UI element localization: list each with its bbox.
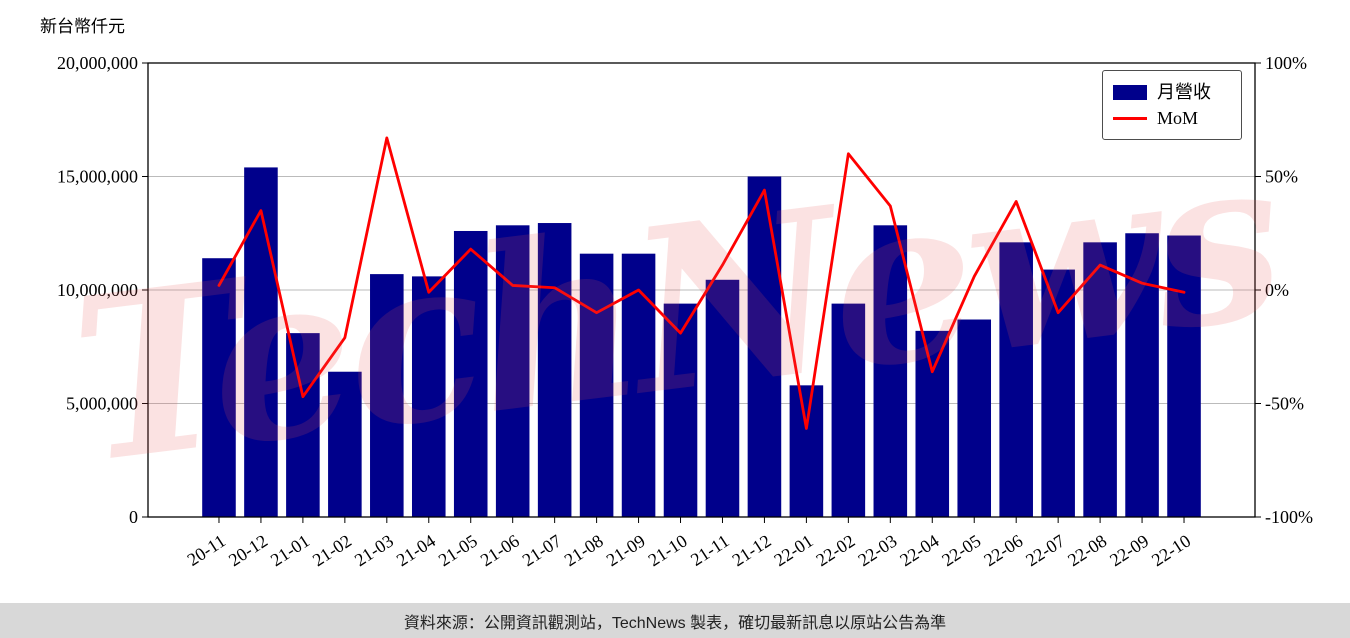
svg-text:22-01: 22-01 [770, 531, 816, 571]
revenue-bar-swatch [1113, 84, 1147, 100]
svg-text:20-12: 20-12 [225, 531, 271, 571]
svg-text:22-07: 22-07 [1022, 531, 1068, 571]
svg-text:22-04: 22-04 [896, 531, 942, 571]
svg-text:21-06: 21-06 [477, 531, 523, 571]
svg-text:21-10: 21-10 [645, 531, 691, 571]
svg-text:22-10: 22-10 [1148, 531, 1194, 571]
svg-text:22-02: 22-02 [812, 531, 858, 571]
svg-text:21-07: 21-07 [519, 531, 565, 571]
monthly-revenue-mom-chart: 0 5,000,000 10,000,000 15,000,000 20,000,000… [57, 53, 1313, 571]
svg-text:50%: 50% [1265, 167, 1298, 187]
svg-text:22-08: 22-08 [1064, 531, 1110, 571]
svg-text:21-05: 21-05 [435, 531, 481, 571]
y-axis-unit-label: 新台幣仟元 [40, 17, 125, 36]
svg-text:22-06: 22-06 [980, 531, 1026, 571]
svg-text:22-05: 22-05 [938, 531, 984, 571]
svg-text:5,000,000: 5,000,000 [66, 394, 138, 414]
source-note: 資料來源：公開資訊觀測站，TechNews 製表，確切最新訊息以原站公告為準 [403, 614, 947, 632]
svg-text:-100%: -100% [1265, 507, 1313, 527]
mom-line-swatch [1113, 116, 1147, 120]
svg-text:-50%: -50% [1265, 394, 1304, 414]
svg-text:21-01: 21-01 [267, 531, 313, 571]
svg-text:21-02: 21-02 [309, 531, 355, 571]
svg-text:21-03: 21-03 [351, 531, 397, 571]
svg-text:21-09: 21-09 [603, 531, 649, 571]
svg-text:0%: 0% [1265, 280, 1289, 300]
svg-text:21-12: 21-12 [728, 531, 774, 571]
svg-text:21-08: 21-08 [561, 531, 607, 571]
svg-text:22-09: 22-09 [1106, 531, 1152, 571]
svg-text:20-11: 20-11 [184, 531, 230, 570]
legend-label-mom: MoM [1157, 108, 1199, 128]
legend-label-revenue: 月營收 [1157, 82, 1211, 102]
svg-text:0: 0 [129, 507, 138, 527]
svg-text:20,000,000: 20,000,000 [57, 53, 138, 73]
footer-bar: 資料來源：公開資訊觀測站，TechNews 製表，確切最新訊息以原站公告為準 [0, 603, 1350, 638]
legend-item-revenue: 月營收 [1113, 79, 1231, 105]
svg-text:22-03: 22-03 [854, 531, 900, 571]
svg-text:15,000,000: 15,000,000 [57, 167, 138, 187]
svg-text:100%: 100% [1265, 53, 1307, 73]
legend-item-mom: MoM [1113, 105, 1231, 131]
chart-legend: 月營收 MoM [1102, 70, 1242, 140]
svg-text:21-11: 21-11 [687, 531, 733, 570]
svg-text:21-04: 21-04 [393, 531, 439, 571]
svg-text:10,000,000: 10,000,000 [57, 280, 138, 300]
